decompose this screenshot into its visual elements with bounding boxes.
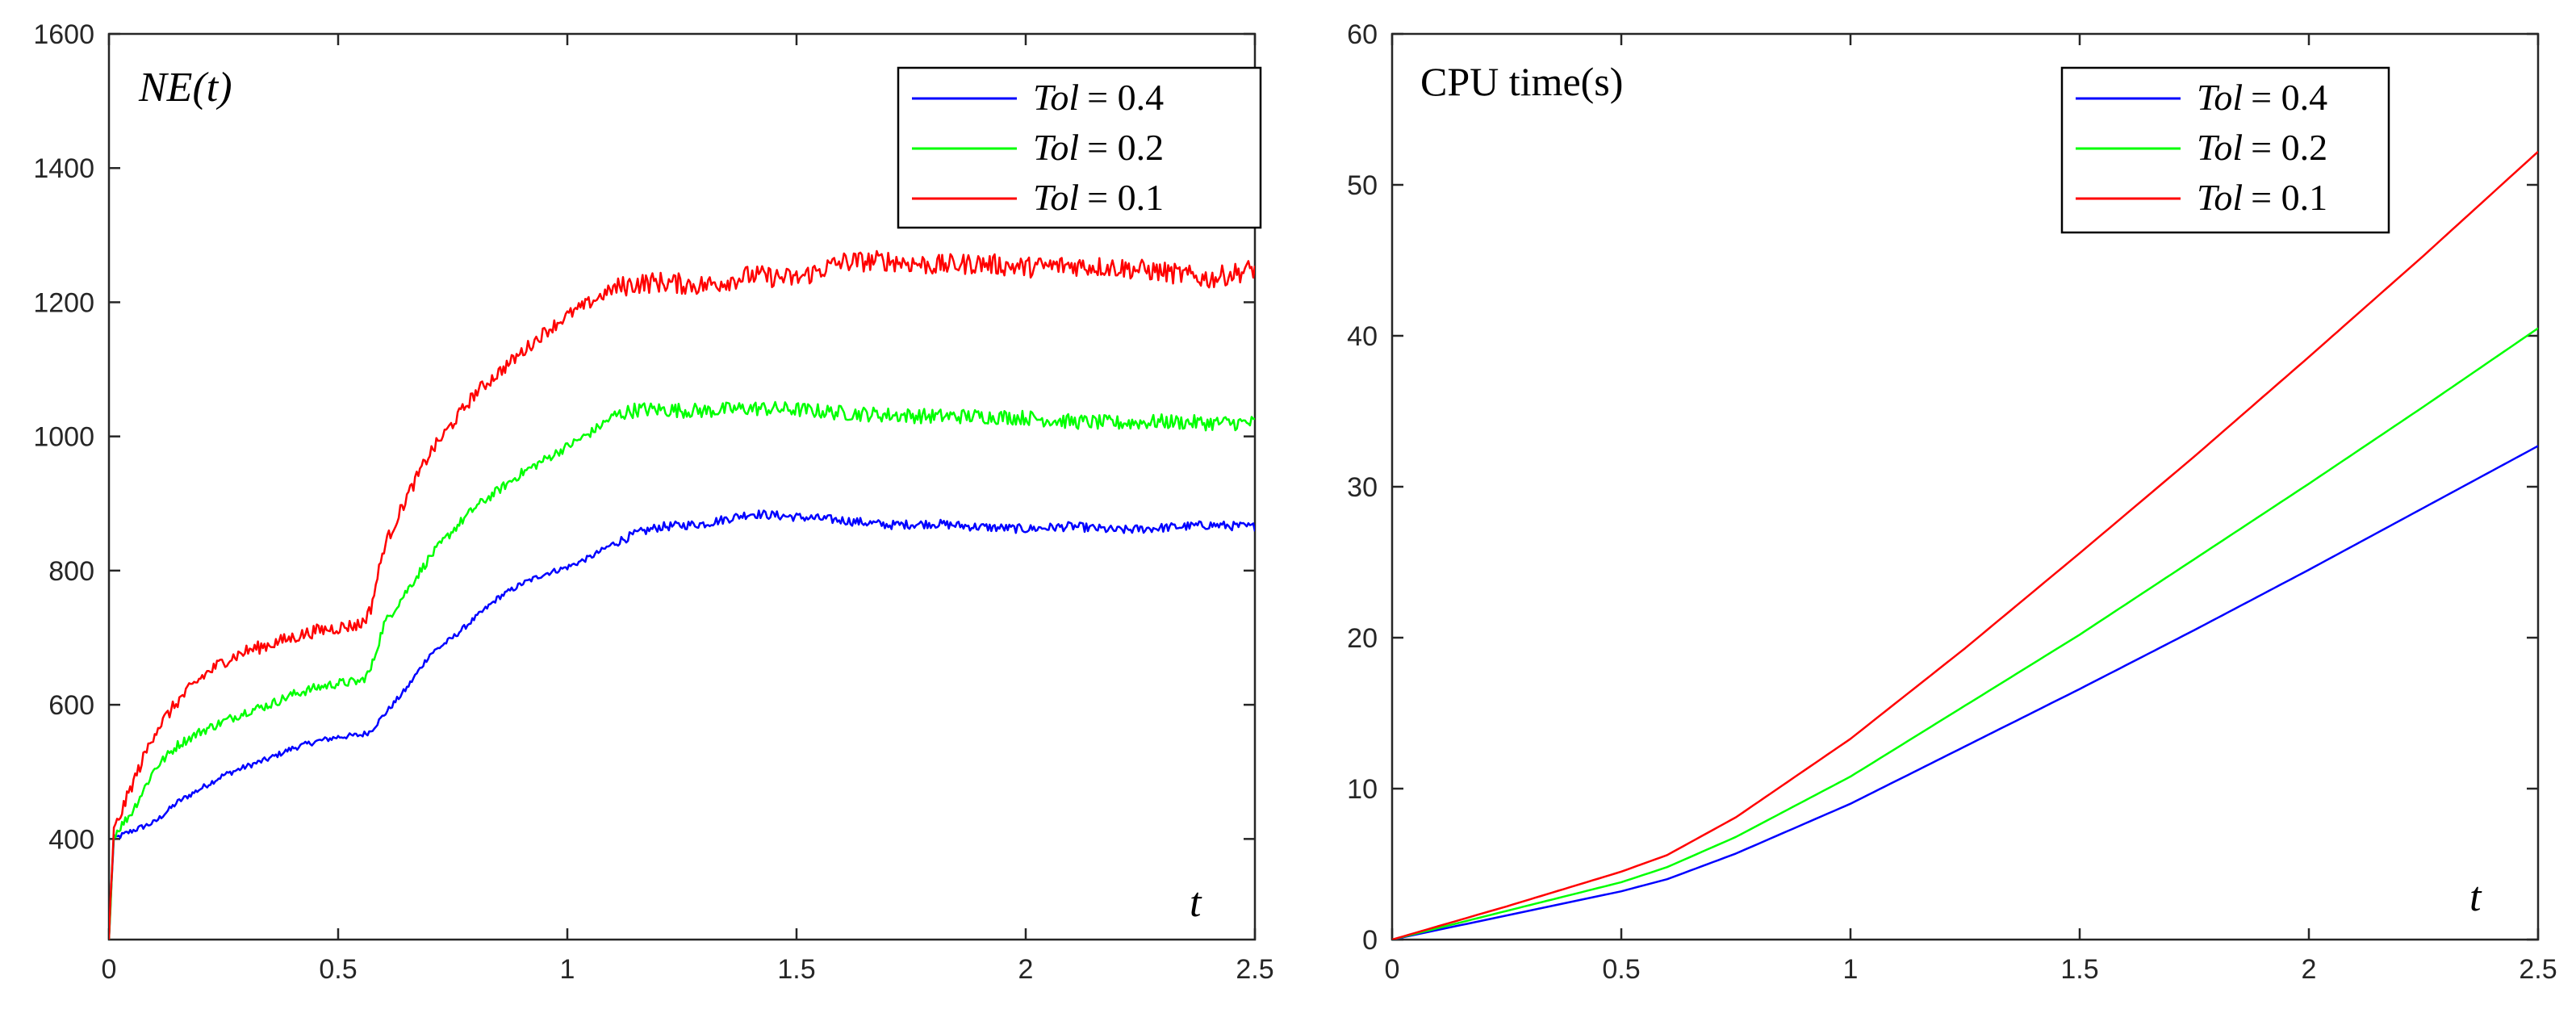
cpu-y-tick-label: 40 [1347, 321, 1378, 352]
ne-legend-label-0: Tol = 0.4 [1033, 77, 1164, 118]
ne-y-tick-label: 800 [48, 556, 94, 587]
cpu-legend-label-0: Tol = 0.4 [2197, 77, 2327, 118]
ne-y-tick-label: 1000 [33, 422, 94, 453]
ne-x-axis-label: t [1190, 880, 1202, 926]
ne-legend-var-0: Tol [1033, 77, 1079, 118]
cpu-series-line-1 [1392, 327, 2538, 940]
ne-x-tick-label: 2 [1018, 954, 1034, 985]
cpu-x-axis-label: t [2469, 874, 2482, 920]
ne-x-tick-label: 1 [560, 954, 575, 985]
ne-x-tick-label: 2.5 [1236, 954, 1273, 985]
cpu-x-tick-label: 0.5 [1602, 954, 1640, 985]
ne-legend-value-2: = 0.1 [1087, 177, 1164, 218]
ne-chart-panel: 0 0.5 1 1.5 2 2.5 400 600 800 1000 1200 1400 1600 N… [33, 19, 1273, 985]
ne-x-tick-label: 0.5 [319, 954, 357, 985]
ne-annotation: NE(t) [138, 65, 232, 111]
ne-legend-var-1: Tol [1033, 127, 1079, 168]
ne-legend-var-2: Tol [1033, 177, 1079, 218]
ne-y-tick-label: 400 [48, 824, 94, 855]
ne-x-tick-label: 1.5 [777, 954, 815, 985]
cpu-series-line-0 [1392, 445, 2538, 940]
cpu-y-tick-label: 60 [1347, 19, 1378, 50]
ne-legend-label-2: Tol = 0.1 [1033, 177, 1164, 218]
cpu-chart-panel: 0 0.5 1 1.5 2 2.5 0 10 20 30 40 50 60 CPU time(s) t… [1347, 19, 2557, 985]
ne-y-tick-label: 1200 [33, 287, 94, 318]
cpu-legend-var-1: Tol [2197, 127, 2243, 168]
cpu-x-tick-label: 0 [1385, 954, 1400, 985]
cpu-legend-var-2: Tol [2197, 177, 2243, 218]
ne-series-line-2 [109, 249, 1255, 940]
cpu-x-tick-label: 2 [2302, 954, 2317, 985]
cpu-legend-value-0: = 0.4 [2251, 77, 2327, 118]
ne-y-tick-label: 1600 [33, 19, 94, 50]
cpu-legend-label-2: Tol = 0.1 [2197, 177, 2327, 218]
ne-legend-label-1: Tol = 0.2 [1033, 127, 1164, 168]
ne-x-tick-label: 0 [102, 954, 117, 985]
cpu-y-tick-label: 10 [1347, 774, 1378, 805]
cpu-legend-value-1: = 0.2 [2251, 127, 2327, 168]
cpu-x-tick-label: 1.5 [2060, 954, 2098, 985]
cpu-y-tick-label: 0 [1362, 925, 1378, 956]
ne-y-tick-label: 1400 [33, 153, 94, 184]
ne-series-line-0 [109, 509, 1255, 940]
cpu-series-line-2 [1392, 150, 2538, 940]
cpu-legend-box [2060, 66, 2390, 234]
ne-legend-value-0: = 0.4 [1087, 77, 1164, 118]
cpu-legend-var-0: Tol [2197, 77, 2243, 118]
cpu-x-tick-label: 1 [1843, 954, 1859, 985]
ne-y-tick-label: 600 [48, 690, 94, 721]
ne-series-line-1 [109, 400, 1255, 940]
cpu-x-tick-label: 2.5 [2519, 954, 2557, 985]
cpu-legend-label-1: Tol = 0.2 [2197, 127, 2327, 168]
cpu-y-tick-label: 30 [1347, 472, 1378, 503]
cpu-y-tick-label: 20 [1347, 623, 1378, 654]
cpu-legend-value-2: = 0.1 [2251, 177, 2327, 218]
cpu-y-tick-label: 50 [1347, 170, 1378, 201]
ne-legend-value-1: = 0.2 [1087, 127, 1164, 168]
cpu-annotation: CPU time(s) [1420, 59, 1623, 104]
